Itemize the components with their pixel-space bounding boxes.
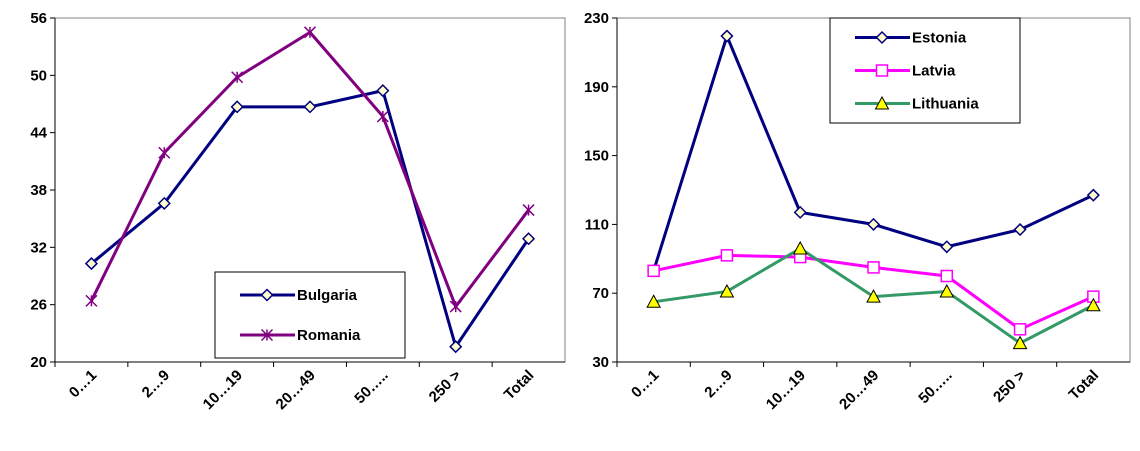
- y-tick-label: 56: [30, 10, 47, 27]
- x-tick-label: 10…19: [200, 367, 246, 413]
- y-tick-label: 44: [30, 125, 47, 142]
- y-tick-label: 70: [592, 285, 609, 302]
- marker: [646, 294, 661, 308]
- marker: [1012, 335, 1028, 350]
- x-tick-label: 250 >: [426, 367, 465, 406]
- marker: [939, 283, 955, 298]
- marker: [875, 30, 889, 45]
- x-tick-label: 20…49: [273, 367, 319, 413]
- marker: [260, 288, 274, 302]
- marker: [522, 204, 535, 217]
- marker: [647, 264, 660, 278]
- marker: [1086, 188, 1100, 202]
- marker: [1086, 297, 1101, 312]
- x-tick-label: Total: [1066, 367, 1103, 404]
- x-tick-label: 250 >: [990, 367, 1029, 406]
- y-tick-label: 26: [30, 297, 47, 314]
- y-tick-label: 190: [584, 79, 609, 96]
- marker: [376, 110, 389, 123]
- y-tick-label: 20: [30, 354, 47, 371]
- legend-label: Lithuania: [912, 96, 979, 113]
- marker: [940, 269, 954, 283]
- marker: [157, 196, 171, 210]
- marker: [875, 64, 889, 77]
- marker: [303, 100, 317, 114]
- x-tick-label: 2…9: [139, 367, 173, 401]
- y-tick-label: 50: [30, 67, 47, 84]
- y-tick-label: 32: [30, 239, 47, 256]
- legend-box: [214, 271, 406, 359]
- marker: [84, 257, 98, 271]
- marker: [793, 205, 807, 219]
- marker: [522, 232, 536, 246]
- marker: [940, 240, 954, 254]
- y-tick-label: 150: [584, 148, 609, 165]
- x-tick-label: 0…1: [628, 367, 662, 401]
- marker: [867, 261, 880, 274]
- marker: [720, 29, 734, 43]
- y-tick-label: 230: [584, 10, 609, 27]
- marker: [85, 294, 98, 307]
- y-tick-label: 30: [592, 354, 609, 371]
- marker: [376, 84, 390, 98]
- marker: [1013, 323, 1027, 336]
- marker: [792, 240, 808, 255]
- x-tick-label: 50…..: [915, 367, 955, 407]
- legend-label: Latvia: [912, 63, 956, 80]
- y-tick-label: 110: [585, 216, 609, 233]
- marker: [260, 328, 274, 342]
- marker: [866, 217, 881, 231]
- x-tick-label: 50…..: [351, 367, 391, 407]
- x-tick-label: Total: [501, 367, 538, 404]
- legend-label: Estonia: [912, 30, 967, 47]
- legend-label: Bulgaria: [297, 287, 358, 304]
- x-tick-label: 10…19: [763, 367, 809, 413]
- x-tick-label: 2…9: [701, 367, 735, 401]
- x-tick-label: 20…49: [836, 367, 882, 413]
- marker: [720, 249, 734, 262]
- x-tick-label: 0…1: [66, 367, 100, 401]
- legend-label: Romania: [297, 327, 361, 344]
- marker: [449, 340, 463, 354]
- marker: [1013, 222, 1027, 237]
- marker: [158, 146, 171, 159]
- y-tick-label: 38: [30, 182, 47, 199]
- marker: [303, 26, 317, 39]
- marker: [874, 95, 890, 110]
- marker: [449, 300, 462, 313]
- marker: [719, 283, 735, 298]
- marker: [866, 289, 881, 303]
- marker: [230, 100, 244, 114]
- marker: [231, 71, 244, 84]
